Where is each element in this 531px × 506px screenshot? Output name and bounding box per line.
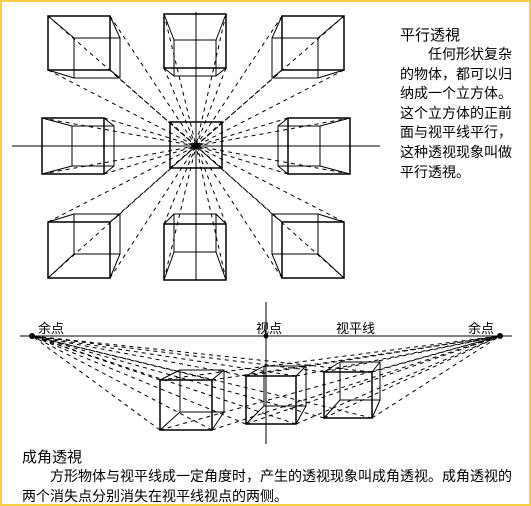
label-sp: 视点 — [256, 320, 282, 338]
label-horizon: 视平线 — [336, 320, 375, 338]
label-right-vp: 余点 — [468, 320, 494, 338]
top-heading: 平行透視 — [400, 26, 460, 47]
bottom-heading: 成角透視 — [22, 448, 82, 469]
label-left-vp: 余点 — [38, 320, 64, 338]
top-body: 任何形状复杂的物体，都可以归纳成一个立方体。这个立方体的正前面与视平线平行，这种… — [400, 46, 522, 183]
bottom-body: 方形物体与视平线成一定角度时，产生的透视现象叫成角透视。成角透视的两个消失点分别… — [22, 468, 516, 506]
